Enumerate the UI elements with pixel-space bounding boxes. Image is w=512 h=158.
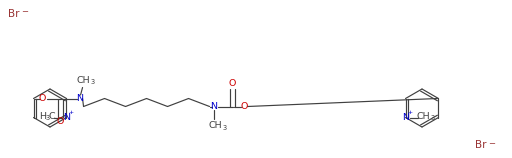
Text: O: O xyxy=(229,79,236,88)
Text: H: H xyxy=(39,112,46,121)
Text: N: N xyxy=(402,113,409,122)
Text: CH: CH xyxy=(417,112,431,121)
Text: Br: Br xyxy=(8,9,19,19)
Text: 3: 3 xyxy=(91,79,95,85)
Text: CH: CH xyxy=(209,121,222,130)
Text: −: − xyxy=(488,139,495,148)
Text: C: C xyxy=(48,112,55,121)
Text: +: + xyxy=(69,110,74,115)
Text: N: N xyxy=(76,94,83,103)
Text: N: N xyxy=(63,113,70,122)
Text: O: O xyxy=(57,117,64,126)
Text: 3: 3 xyxy=(431,115,435,122)
Text: −: − xyxy=(21,7,28,16)
Text: O: O xyxy=(39,94,46,103)
Text: +: + xyxy=(408,110,413,115)
Text: 3: 3 xyxy=(46,115,50,122)
Text: N: N xyxy=(210,102,217,111)
Text: Br: Br xyxy=(475,140,486,150)
Text: CH: CH xyxy=(77,76,90,85)
Text: 3: 3 xyxy=(223,125,227,131)
Text: O: O xyxy=(241,102,248,111)
